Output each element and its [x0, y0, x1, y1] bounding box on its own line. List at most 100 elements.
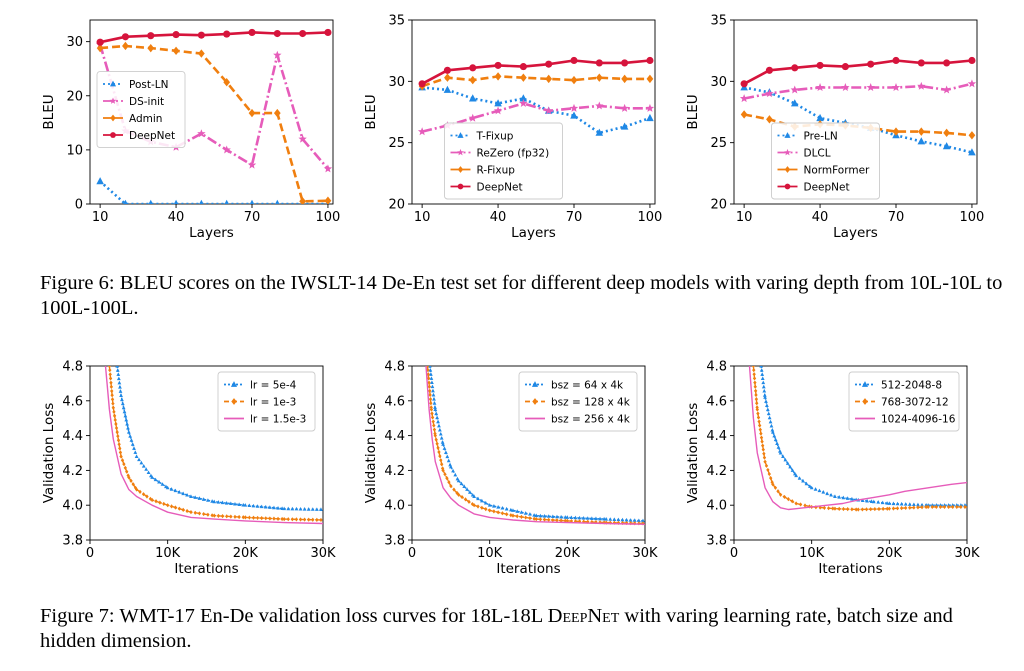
data-point — [938, 504, 943, 510]
legend-swatch-marker — [784, 148, 791, 156]
data-point — [229, 514, 233, 519]
data-point — [825, 491, 830, 496]
data-point — [148, 199, 153, 204]
data-point — [646, 74, 654, 84]
data-point — [247, 515, 252, 520]
data-point — [122, 461, 126, 467]
x-tick-label: 10K — [155, 546, 181, 561]
data-point — [173, 199, 179, 204]
data-point — [433, 405, 437, 409]
data-point — [243, 503, 248, 507]
legend-box — [217, 371, 316, 432]
data-point — [500, 505, 505, 510]
data-point — [298, 506, 303, 511]
data-point — [251, 503, 256, 508]
data-point — [528, 516, 532, 521]
data-point — [122, 409, 127, 414]
y-tick-label: 10 — [66, 143, 83, 158]
data-point — [290, 506, 295, 511]
data-point — [185, 508, 189, 514]
data-point — [570, 75, 578, 85]
data-point — [555, 514, 559, 519]
data-point — [445, 454, 450, 459]
data-point — [790, 85, 799, 94]
legend-label: R-Fixup — [477, 165, 516, 177]
data-point — [794, 501, 798, 506]
data-point — [248, 108, 256, 118]
data-point — [442, 446, 447, 450]
data-point — [885, 506, 889, 511]
legend-box — [848, 371, 960, 432]
data-point — [436, 419, 440, 424]
data-point — [129, 478, 133, 483]
legend-box — [518, 371, 638, 432]
data-point — [157, 479, 161, 484]
data-point — [595, 101, 604, 110]
data-point — [118, 389, 123, 393]
data-point — [247, 160, 257, 169]
data-point — [428, 392, 432, 398]
data-point — [892, 56, 900, 65]
data-point — [504, 506, 509, 511]
data-point — [959, 504, 963, 510]
data-point — [428, 397, 433, 402]
data-point — [881, 506, 885, 511]
data-point — [767, 415, 772, 420]
chart-f7a: 0 10K 20K 30K 3.8 4.0 4.2 4.4 4.6 4.8 Iterations Va… — [41, 360, 336, 578]
data-point — [798, 502, 803, 507]
data-point — [837, 495, 842, 499]
data-point — [770, 427, 775, 432]
data-point — [754, 392, 758, 398]
data-point — [115, 368, 120, 372]
data-point — [917, 127, 925, 136]
data-point — [428, 368, 433, 372]
data-point — [765, 66, 774, 74]
data-point — [850, 507, 854, 512]
data-point — [282, 517, 286, 522]
data-point — [864, 507, 869, 512]
data-point — [476, 504, 480, 509]
data-point — [201, 511, 206, 517]
series-line — [99, 180, 328, 204]
data-point — [511, 513, 515, 518]
legend-item: NormFormer — [777, 165, 870, 177]
legend-item: bsz = 256 x 4k — [525, 414, 631, 426]
legend-box — [771, 122, 880, 200]
data-point — [559, 514, 564, 519]
data-point — [154, 499, 158, 504]
data-point — [788, 464, 793, 469]
data-point — [429, 401, 433, 406]
data-point — [809, 485, 814, 490]
data-point — [585, 516, 590, 520]
legend-label: lr = 5e-4 — [250, 380, 297, 392]
data-point — [438, 453, 442, 459]
data-point — [141, 464, 146, 468]
data-point — [298, 517, 303, 522]
data-point — [118, 446, 122, 451]
data-point — [472, 503, 476, 508]
legend-label: ReZero (fp32) — [477, 148, 550, 160]
data-point — [430, 384, 435, 389]
data-point — [247, 503, 252, 508]
data-point — [867, 60, 875, 68]
x-tick-label: 0 — [86, 546, 94, 561]
legend-box — [96, 71, 186, 148]
data-point — [165, 485, 170, 490]
data-point — [758, 423, 762, 428]
data-point — [323, 164, 333, 173]
legend: bsz = 64 x 4k bsz = 128 x 4k bsz = 256 x 4… — [518, 371, 638, 432]
data-point — [165, 503, 170, 508]
data-point — [559, 518, 563, 523]
data-point — [114, 421, 118, 427]
data-point — [765, 403, 769, 407]
data-point — [856, 507, 860, 512]
data-point — [435, 441, 439, 446]
data-point — [542, 517, 547, 522]
data-point — [116, 438, 121, 443]
data-point — [776, 445, 781, 449]
data-point — [519, 514, 524, 520]
y-axis-label: Validation Loss — [685, 403, 701, 504]
data-point — [169, 504, 174, 509]
data-point — [816, 61, 824, 69]
data-point — [441, 442, 445, 446]
